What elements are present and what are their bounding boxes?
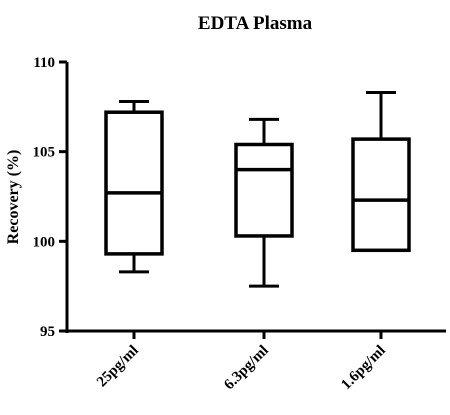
- y-axis-label: Recovery (%): [5, 150, 22, 245]
- y-tick-label: 110: [33, 55, 55, 71]
- chart-title: EDTA Plasma: [198, 13, 313, 34]
- x-tick-label: 6.3pg/ml: [221, 343, 272, 394]
- box-rect: [234, 142, 294, 238]
- box-6.3pg/ml: [234, 117, 294, 288]
- x-tick-label: 1.6pg/ml: [338, 343, 389, 394]
- box-25pg/ml: [104, 99, 164, 274]
- box-1.6pg/ml: [351, 90, 411, 253]
- box-plots: [104, 90, 411, 288]
- y-tick-label: 105: [33, 145, 56, 161]
- axes: 95 100 105 110: [33, 55, 446, 340]
- y-tick-label: 95: [40, 324, 55, 340]
- x-tick-label: 25pg/ml: [94, 343, 142, 391]
- y-tick-label: 100: [33, 234, 56, 250]
- box-rect: [351, 137, 411, 253]
- box-rect: [104, 110, 164, 256]
- x-tick-labels: 25pg/ml 6.3pg/ml 1.6pg/ml: [94, 343, 389, 394]
